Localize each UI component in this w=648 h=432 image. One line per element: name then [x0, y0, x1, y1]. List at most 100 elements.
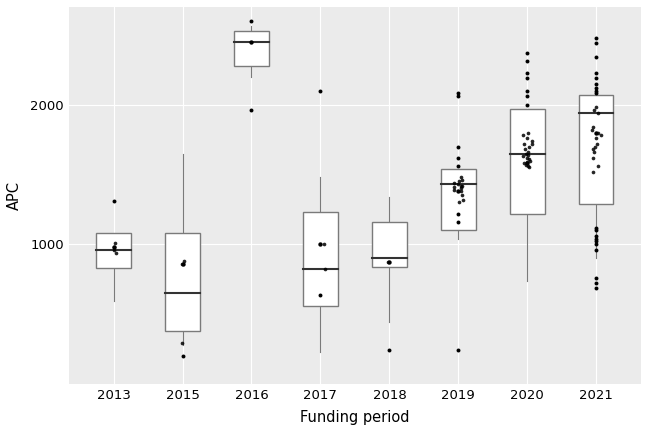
Bar [441, 169, 476, 230]
Point [246, 38, 257, 45]
Point [521, 161, 531, 168]
Point [591, 129, 601, 136]
Point [588, 146, 598, 153]
Point [246, 17, 257, 24]
Point [522, 159, 532, 165]
Point [591, 34, 601, 41]
Point [448, 179, 459, 186]
Point [177, 260, 187, 267]
Point [589, 149, 599, 156]
Point [590, 143, 600, 150]
Bar [234, 31, 269, 66]
Point [524, 164, 534, 171]
Point [587, 126, 597, 133]
Point [456, 188, 467, 195]
Point [315, 241, 325, 248]
Point [522, 58, 533, 65]
Point [383, 259, 393, 266]
Bar [303, 212, 338, 306]
Point [518, 140, 529, 147]
Point [591, 75, 601, 82]
Point [319, 241, 329, 248]
Point [453, 347, 463, 354]
Point [453, 219, 463, 226]
Point [453, 93, 463, 100]
Point [453, 143, 463, 150]
Point [109, 244, 119, 251]
Point [590, 135, 601, 142]
Point [518, 132, 528, 139]
Point [522, 87, 533, 94]
Point [591, 241, 601, 248]
Point [591, 80, 601, 87]
Point [591, 280, 601, 287]
Point [523, 149, 533, 156]
Point [591, 274, 601, 281]
Point [453, 210, 463, 217]
Point [523, 152, 533, 159]
Point [522, 69, 533, 76]
Point [593, 129, 603, 136]
Point [523, 129, 533, 136]
Point [453, 90, 463, 97]
Point [179, 257, 189, 264]
Point [108, 244, 119, 251]
Point [315, 291, 325, 298]
Bar [97, 233, 131, 268]
Point [453, 154, 463, 161]
Bar [372, 222, 407, 267]
Point [518, 153, 528, 160]
Bar [165, 233, 200, 331]
Point [526, 137, 537, 144]
Point [524, 143, 534, 150]
Point [522, 101, 533, 108]
Point [456, 174, 466, 181]
Point [453, 162, 463, 169]
Point [453, 188, 463, 195]
Point [591, 235, 601, 242]
Point [591, 224, 601, 231]
Point [315, 87, 325, 94]
Point [384, 259, 395, 266]
Point [591, 54, 601, 60]
Point [591, 40, 601, 47]
Point [522, 135, 533, 142]
Point [591, 84, 601, 91]
Point [457, 192, 467, 199]
Point [319, 266, 330, 273]
Point [523, 162, 533, 169]
Point [588, 107, 599, 114]
Bar [510, 109, 544, 213]
Point [591, 87, 601, 94]
Point [593, 162, 603, 169]
Point [518, 160, 529, 167]
Point [588, 154, 598, 161]
Point [449, 184, 459, 191]
Point [522, 160, 533, 167]
Point [592, 110, 603, 117]
Point [178, 260, 188, 267]
Point [246, 107, 257, 114]
Point [453, 181, 463, 187]
Point [110, 239, 120, 246]
Point [384, 347, 395, 354]
Point [591, 284, 601, 291]
Point [588, 124, 599, 130]
Bar [579, 95, 614, 204]
Point [456, 183, 466, 190]
Point [457, 196, 468, 203]
Point [108, 197, 119, 204]
Point [591, 69, 601, 76]
Point [525, 157, 535, 164]
Point [520, 146, 530, 153]
Point [522, 93, 533, 100]
Point [591, 238, 601, 245]
Point [110, 249, 121, 256]
Point [456, 177, 467, 184]
Point [449, 186, 459, 193]
Point [596, 132, 606, 139]
Point [109, 246, 119, 253]
Point [588, 168, 599, 175]
Point [522, 154, 532, 161]
Point [454, 199, 464, 206]
